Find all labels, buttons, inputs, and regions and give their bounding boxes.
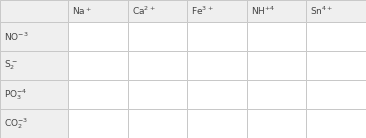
Text: Fe$^{3+}$: Fe$^{3+}$ [191, 5, 214, 17]
Bar [68, 22, 128, 51]
Bar [247, 51, 306, 80]
Bar [128, 0, 187, 22]
Bar [247, 109, 306, 138]
Text: Ca$^{2+}$: Ca$^{2+}$ [132, 5, 155, 17]
Bar [68, 109, 128, 138]
Bar [187, 109, 247, 138]
Bar [306, 109, 366, 138]
Bar [0, 51, 68, 80]
Text: PO$_3^{-4}$: PO$_3^{-4}$ [4, 87, 27, 102]
Bar [247, 0, 306, 22]
Bar [306, 80, 366, 109]
Bar [0, 22, 68, 51]
Text: Sn$^{4+}$: Sn$^{4+}$ [310, 5, 334, 17]
Bar [306, 22, 366, 51]
Text: CO$_2^{-3}$: CO$_2^{-3}$ [4, 116, 28, 131]
Text: Na$^+$: Na$^+$ [72, 5, 92, 17]
Text: NH$^{+4}$: NH$^{+4}$ [251, 5, 275, 17]
Bar [247, 80, 306, 109]
Bar [68, 51, 128, 80]
Text: S$_2^-$: S$_2^-$ [4, 59, 18, 72]
Bar [187, 80, 247, 109]
Bar [128, 109, 187, 138]
Bar [68, 80, 128, 109]
Bar [0, 80, 68, 109]
Bar [187, 22, 247, 51]
Bar [128, 51, 187, 80]
Bar [68, 0, 128, 22]
Bar [128, 80, 187, 109]
Bar [306, 0, 366, 22]
Bar [0, 109, 68, 138]
Bar [128, 22, 187, 51]
Bar [187, 51, 247, 80]
Bar [0, 0, 68, 22]
Bar [306, 51, 366, 80]
Text: NO$^{-3}$: NO$^{-3}$ [4, 30, 29, 43]
Bar [247, 22, 306, 51]
Bar [187, 0, 247, 22]
